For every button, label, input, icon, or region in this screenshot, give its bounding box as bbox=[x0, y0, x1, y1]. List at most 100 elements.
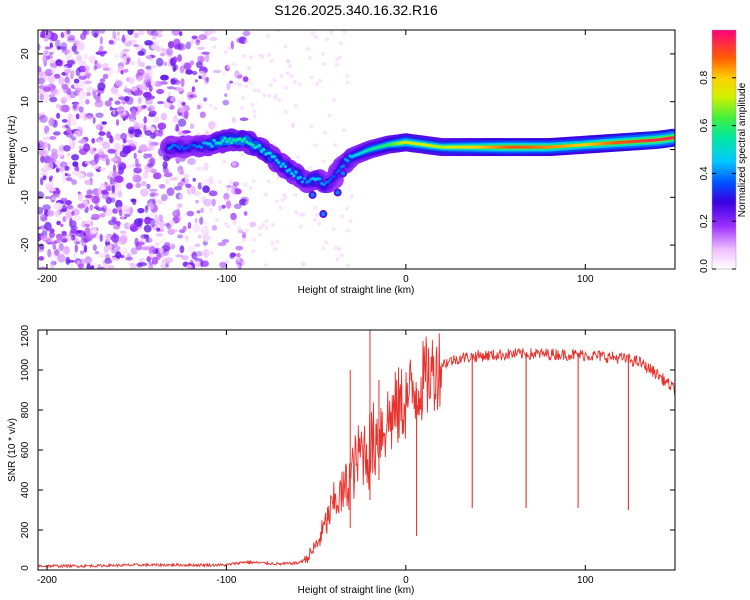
noise-speckle bbox=[278, 205, 283, 210]
noise-speckle bbox=[62, 200, 67, 206]
ridge-mark bbox=[492, 145, 496, 149]
noise-speckle bbox=[61, 177, 67, 184]
noise-speckle bbox=[39, 243, 45, 250]
noise-speckle bbox=[269, 58, 274, 63]
noise-speckle bbox=[95, 97, 102, 104]
noise-speckle bbox=[51, 85, 57, 90]
noise-speckle bbox=[89, 204, 94, 211]
noise-speckle bbox=[141, 246, 150, 251]
ridge-mark bbox=[501, 145, 505, 149]
noise-speckle bbox=[158, 214, 164, 222]
noise-speckle bbox=[190, 266, 196, 269]
noise-speckle bbox=[202, 185, 210, 193]
noise-speckle bbox=[91, 138, 96, 144]
noise-speckle bbox=[55, 209, 61, 218]
noise-speckle bbox=[176, 208, 180, 217]
noise-speckle bbox=[313, 143, 318, 148]
noise-speckle bbox=[211, 198, 216, 207]
ridge-mark bbox=[307, 179, 311, 183]
noise-speckle bbox=[324, 240, 329, 245]
y-tick-label: 400 bbox=[20, 481, 31, 498]
noise-speckle bbox=[83, 244, 88, 253]
noise-speckle bbox=[110, 157, 119, 162]
noise-speckle bbox=[240, 106, 244, 110]
noise-speckle bbox=[74, 244, 78, 253]
noise-speckle bbox=[327, 113, 332, 118]
noise-speckle bbox=[52, 243, 56, 249]
noise-speckle bbox=[139, 83, 147, 91]
noise-speckle bbox=[73, 78, 80, 84]
noise-speckle bbox=[102, 67, 111, 71]
noise-speckle bbox=[45, 163, 50, 173]
noise-speckle bbox=[49, 228, 55, 234]
noise-speckle bbox=[194, 79, 198, 83]
noise-speckle bbox=[91, 227, 98, 234]
ridge-mark bbox=[443, 145, 447, 149]
noise-speckle bbox=[90, 164, 100, 169]
noise-speckle bbox=[40, 177, 44, 186]
noise-speckle bbox=[223, 192, 230, 201]
noise-speckle bbox=[153, 40, 160, 46]
noise-speckle bbox=[67, 34, 76, 41]
y-tick-label: 20 bbox=[20, 48, 31, 60]
noise-speckle bbox=[301, 212, 306, 217]
noise-speckle bbox=[218, 205, 223, 211]
noise-speckle bbox=[136, 262, 143, 268]
ridge-mark bbox=[447, 145, 451, 149]
noise-speckle bbox=[98, 131, 106, 136]
colorbar-tick-label: 0.6 bbox=[699, 118, 710, 132]
noise-speckle bbox=[174, 115, 178, 119]
noise-speckle bbox=[149, 192, 156, 198]
noise-speckle bbox=[345, 206, 350, 211]
noise-speckle bbox=[71, 69, 75, 77]
colorbar-frame bbox=[711, 29, 737, 270]
noise-speckle bbox=[203, 97, 208, 102]
noise-speckle bbox=[173, 38, 181, 45]
noise-speckle bbox=[237, 74, 243, 79]
noise-speckle bbox=[49, 96, 58, 103]
noise-speckle bbox=[321, 159, 326, 164]
snr-xlabel: Height of straight line (km) bbox=[298, 585, 415, 596]
noise-speckle bbox=[211, 224, 218, 231]
noise-speckle bbox=[69, 91, 77, 99]
noise-speckle bbox=[107, 265, 115, 269]
noise-speckle bbox=[44, 221, 52, 231]
noise-speckle bbox=[208, 207, 213, 212]
noise-speckle bbox=[39, 213, 48, 222]
noise-speckle bbox=[116, 220, 121, 227]
noise-speckle bbox=[150, 80, 157, 87]
noise-speckle bbox=[135, 158, 139, 166]
noise-speckle bbox=[68, 138, 73, 145]
noise-speckle bbox=[223, 50, 228, 55]
noise-speckle bbox=[42, 174, 47, 181]
noise-speckle bbox=[209, 251, 214, 255]
noise-speckle bbox=[38, 66, 42, 73]
noise-speckle bbox=[97, 187, 103, 195]
noise-speckle bbox=[45, 157, 55, 164]
noise-speckle bbox=[147, 146, 153, 152]
noise-speckle bbox=[97, 82, 106, 91]
noise-speckle bbox=[321, 51, 325, 56]
y-tick-label: 200 bbox=[20, 521, 31, 538]
noise-speckle bbox=[105, 157, 110, 166]
noise-speckle bbox=[114, 175, 124, 183]
noise-speckle bbox=[51, 196, 55, 201]
noise-speckle bbox=[48, 51, 54, 56]
noise-speckle bbox=[116, 149, 120, 157]
noise-speckle bbox=[99, 78, 106, 83]
noise-speckle bbox=[162, 161, 168, 170]
noise-speckle bbox=[313, 205, 318, 210]
noise-speckle bbox=[144, 40, 154, 46]
noise-speckle bbox=[84, 65, 91, 73]
noise-speckle bbox=[115, 246, 121, 251]
noise-speckle bbox=[65, 200, 72, 206]
noise-speckle bbox=[241, 237, 246, 242]
noise-speckle bbox=[175, 157, 182, 162]
x-tick-label: 0 bbox=[403, 575, 409, 586]
noise-speckle bbox=[75, 241, 81, 245]
noise-speckle bbox=[169, 228, 179, 233]
noise-speckle bbox=[292, 80, 297, 84]
noise-speckle bbox=[198, 34, 207, 41]
noise-speckle bbox=[170, 96, 175, 102]
